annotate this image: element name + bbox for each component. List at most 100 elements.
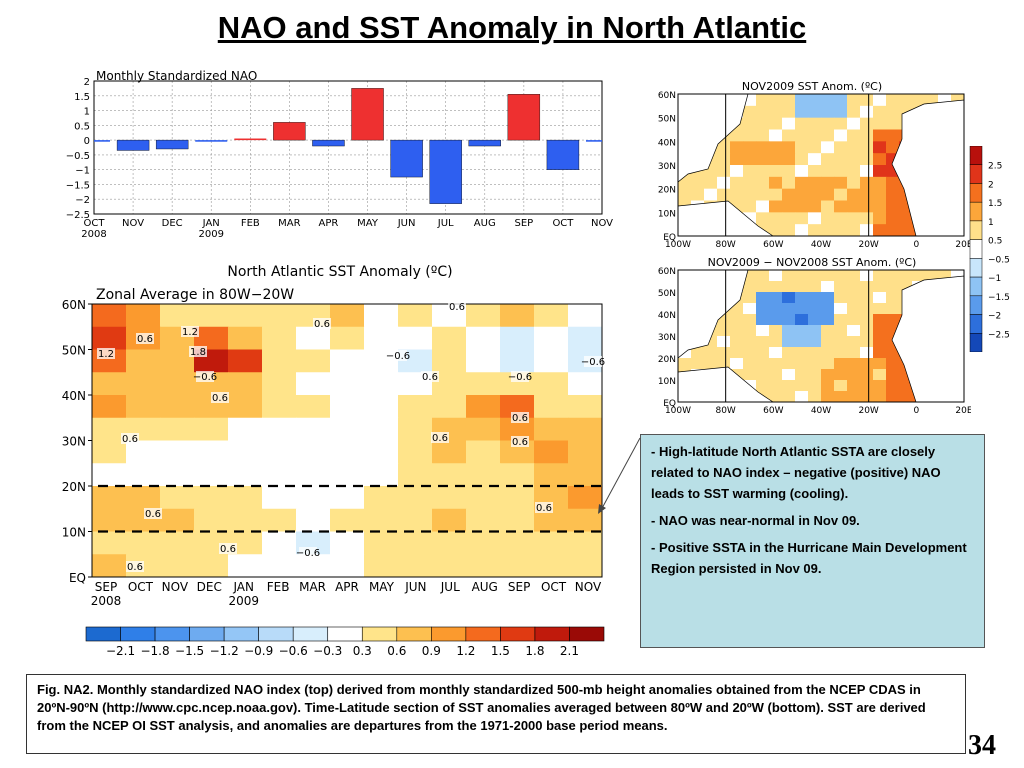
nao-chart-title: Monthly Standardized NAO (96, 69, 257, 83)
nao-bar (390, 139, 423, 178)
sst-heatmap-cell (364, 417, 399, 441)
map-cell (782, 212, 796, 225)
sst-contour-label-bg (535, 502, 553, 513)
sst-time-latitude-chart: North Atlantic SST Anomaly (ºC) Zonal Av… (62, 264, 605, 658)
map-cell (743, 117, 757, 130)
map-cell (873, 270, 887, 282)
map-cell (808, 188, 822, 201)
sst-contour-label-bg (584, 356, 602, 367)
sst-contour-label-bg (448, 301, 466, 312)
map-cell (756, 336, 770, 348)
map-cell (873, 94, 887, 107)
sst-heatmap-cell (296, 349, 331, 373)
nao-x-year: 2008 (81, 229, 106, 240)
sst-heatmap-cell (568, 508, 603, 532)
map-cell (886, 188, 900, 201)
map-y-tick: 20N (658, 355, 676, 365)
sst-heatmap-cell (160, 508, 195, 532)
map-cell (756, 188, 770, 201)
map-cell (834, 281, 848, 293)
sst-heatmap-cell (568, 326, 603, 350)
map-cell (782, 94, 796, 107)
nao-x-tick: JUL (437, 218, 454, 229)
nao-bar (468, 139, 501, 147)
map-cell (795, 281, 809, 293)
map-cell (860, 391, 874, 403)
sst-heatmap-cell (364, 508, 399, 532)
sst-contour-label-bg (136, 333, 154, 344)
map-cell (795, 129, 809, 142)
map-cell (873, 117, 887, 130)
map-cell (886, 325, 900, 337)
map-cell (834, 314, 848, 326)
sst-heatmap-cell (534, 463, 569, 487)
map-cell (860, 212, 874, 225)
map-cell (899, 212, 913, 225)
map-cell (899, 270, 913, 282)
nao-x-tick: NOV (591, 218, 613, 229)
map-cell (821, 358, 835, 370)
map-cell (860, 165, 874, 178)
map-colorbar-label: −1 (988, 274, 1001, 284)
map-cell (756, 176, 770, 190)
sst-heatmap-cell (160, 463, 195, 487)
sst-heatmap-cell (432, 440, 467, 464)
nao-plot-frame (93, 80, 603, 215)
sst-heatmap-cell (364, 531, 399, 555)
sst-heatmap-cell (262, 417, 297, 441)
sst-heatmap-cell (330, 349, 365, 373)
sst-x-tick: AUG (472, 580, 498, 594)
sst-heatmap-cell (466, 486, 501, 510)
map-cell (847, 303, 861, 315)
map-cell (782, 347, 796, 359)
sst-x-tick: DEC (197, 580, 222, 594)
sst-heatmap-cell (330, 508, 365, 532)
map-cell (873, 369, 887, 381)
sst-heatmap-cell (432, 486, 467, 510)
map-cell (925, 270, 939, 282)
sst-heatmap-cell (364, 486, 399, 510)
sst-contour-label: 0.6 (449, 302, 465, 313)
sst-heatmap-cell (330, 304, 365, 328)
sst-heatmap-cell (466, 440, 501, 464)
sst-heatmap-cell (432, 531, 467, 555)
sst-heatmap-cell (228, 508, 263, 532)
map-cell (717, 176, 731, 190)
map-cell (769, 129, 783, 142)
sst-heatmap-cell (194, 304, 229, 328)
sst-heatmap-cell (398, 417, 433, 441)
map-cell (886, 292, 900, 304)
sst-contour-label: −0.6 (508, 372, 532, 383)
map-cell (847, 391, 861, 403)
map-cell (847, 212, 861, 225)
sst-contour-label: −0.6 (581, 357, 605, 368)
map-colorbar-label: 2 (988, 180, 994, 190)
map-colorbar-label: −2.5 (988, 330, 1010, 340)
map-cell (795, 176, 809, 190)
sst-heatmap-cell (568, 554, 603, 578)
map-cell (782, 380, 796, 392)
map-cell (834, 369, 848, 381)
map-cell (795, 391, 809, 403)
map-cell (756, 117, 770, 130)
map-cell (834, 188, 848, 201)
sst-colorbar-label: −0.6 (279, 644, 308, 658)
map-cell (808, 176, 822, 190)
map-y-tick: 50N (658, 115, 676, 125)
sst-contour-label: −0.6 (386, 351, 410, 362)
sst-heatmap-cell (568, 440, 603, 464)
nao-x-tick: MAR (278, 218, 300, 229)
map-cell (808, 105, 822, 119)
map-colorbar-swatch (969, 295, 983, 315)
map-cell (769, 117, 783, 130)
sst-heatmap-cell (568, 372, 603, 396)
map-cell (808, 358, 822, 370)
map-cell (743, 358, 757, 370)
map-frame (677, 93, 965, 237)
map-cell (873, 292, 887, 304)
map-cell (769, 176, 783, 190)
map-cell (834, 176, 848, 190)
sst-heatmap-cell (330, 395, 365, 419)
sst-heatmap-cell (466, 531, 501, 555)
map-cell (730, 153, 744, 166)
